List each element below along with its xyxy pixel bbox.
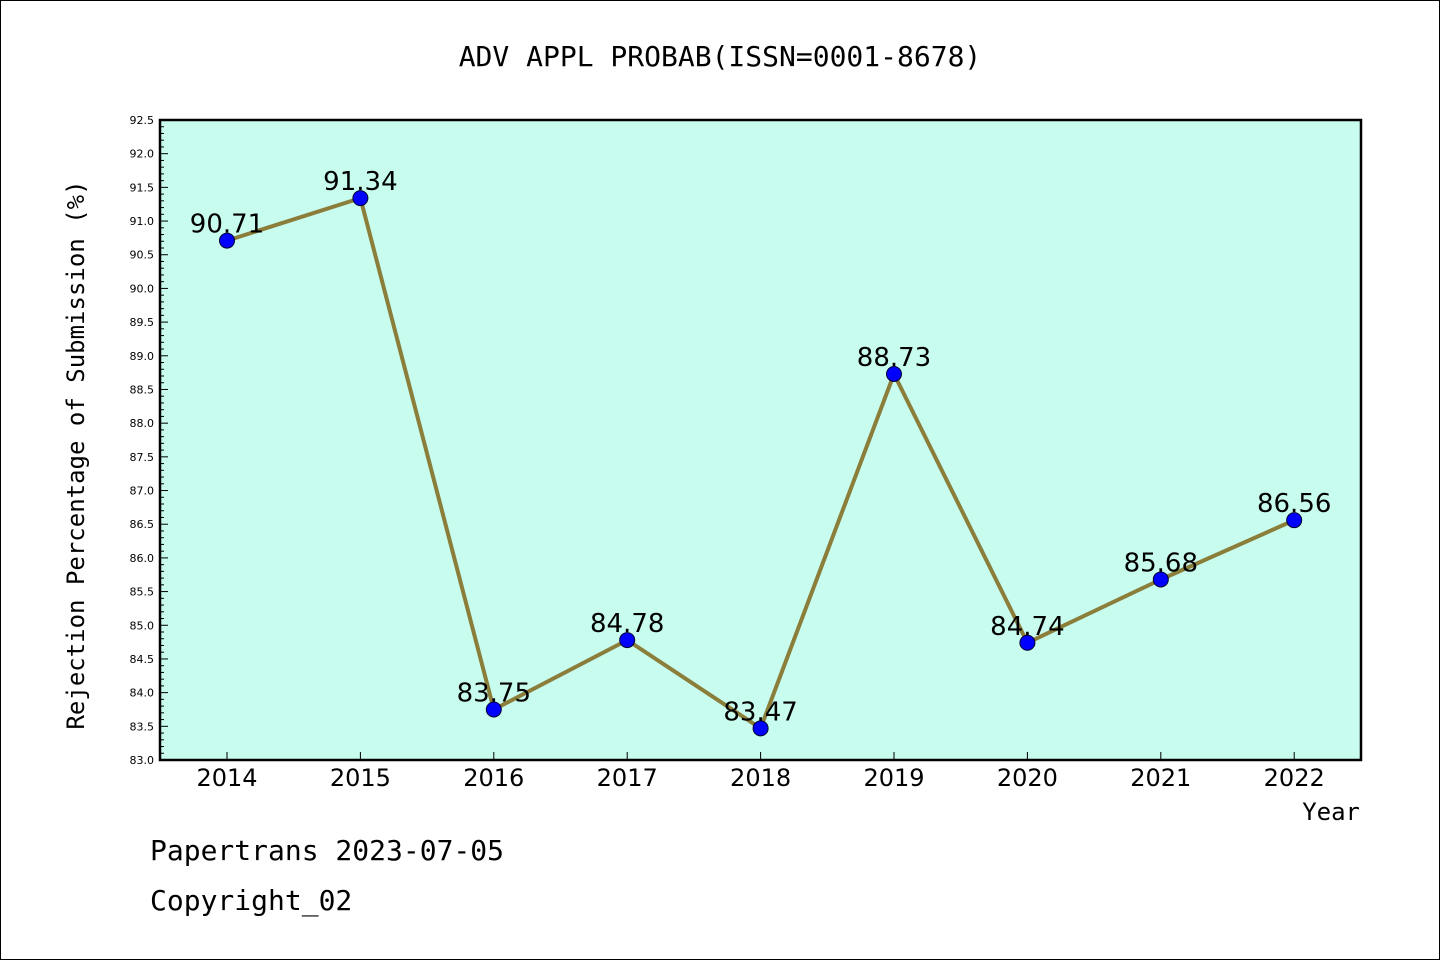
x-tick-label: 2019 xyxy=(863,764,924,792)
data-label: 84.74 xyxy=(990,612,1064,642)
y-tick-label: 89.0 xyxy=(130,350,155,363)
y-tick-label: 84.5 xyxy=(130,653,155,666)
x-tick-label: 2015 xyxy=(330,764,391,792)
y-tick-label: 87.0 xyxy=(130,485,155,498)
data-point xyxy=(752,720,769,737)
y-tick-label: 86.0 xyxy=(130,552,155,565)
x-tick-label: 2014 xyxy=(196,764,257,792)
y-tick-label: 86.5 xyxy=(130,518,155,531)
y-tick-label: 84.0 xyxy=(130,687,155,700)
x-axis-label: Year xyxy=(1302,798,1360,826)
data-label: 90.71 xyxy=(190,210,264,240)
x-tick-label: 2021 xyxy=(1130,764,1191,792)
data-point xyxy=(1286,512,1303,529)
y-tick-label: 91.5 xyxy=(130,181,155,194)
y-axis: 83.0 83.5 84.0 84.5 85.0 85.5 86.0 86.5 87.0 87.5… xyxy=(130,114,168,767)
data-label: 86.56 xyxy=(1257,489,1331,519)
data-label: 88.73 xyxy=(857,343,931,373)
y-tick-label: 87.5 xyxy=(130,451,155,464)
y-tick-label: 90.5 xyxy=(130,249,155,262)
x-tick-label: 2020 xyxy=(997,764,1058,792)
data-point xyxy=(886,365,902,382)
data-point xyxy=(619,632,636,649)
x-tick-label: 2022 xyxy=(1264,764,1325,792)
y-tick-label: 92.5 xyxy=(130,114,155,127)
data-label: 83.75 xyxy=(457,678,531,708)
y-tick-label: 89.5 xyxy=(130,316,155,329)
x-axis: 2014 2015 2016 2017 2018 2019 2020 2021 2022 xyxy=(196,752,1325,792)
footer-date: Papertrans 2023-07-05 xyxy=(150,834,505,867)
data-point xyxy=(352,190,369,207)
y-tick-label: 91.0 xyxy=(130,215,155,228)
plot-area xyxy=(158,118,1363,762)
x-tick-label: 2017 xyxy=(597,764,658,792)
data-label: 85.68 xyxy=(1124,548,1198,578)
data-point xyxy=(485,701,502,718)
y-tick-label: 83.5 xyxy=(130,720,155,733)
data-label: 91.34 xyxy=(323,167,397,197)
chart-title: ADV APPL PROBAB(ISSN=0001-8678) xyxy=(459,40,982,73)
y-tick-label: 92.0 xyxy=(130,148,155,161)
data-point xyxy=(219,232,235,249)
data-point xyxy=(1019,634,1036,651)
y-tick-label: 83.0 xyxy=(130,754,155,767)
data-point xyxy=(1152,571,1169,588)
footer-copyright: Copyright_02 xyxy=(150,884,353,917)
y-axis-label: Rejection Percentage of Submission (%) xyxy=(62,180,90,729)
y-tick-label: 88.0 xyxy=(130,417,155,430)
y-tick-label: 88.5 xyxy=(130,383,155,396)
series-markers xyxy=(219,190,1303,737)
x-tick-label: 2018 xyxy=(730,764,791,792)
y-tick-label: 85.5 xyxy=(130,586,155,599)
y-tick-label: 85.0 xyxy=(130,619,155,632)
data-labels: 90.71 91.34 83.75 84.78 83.47 88.73 84.74 85.68… xyxy=(190,167,1332,727)
data-label: 83.47 xyxy=(723,697,797,727)
y-tick-label: 90.0 xyxy=(130,282,155,295)
data-label: 84.78 xyxy=(590,609,664,639)
x-tick-label: 2016 xyxy=(463,764,524,792)
